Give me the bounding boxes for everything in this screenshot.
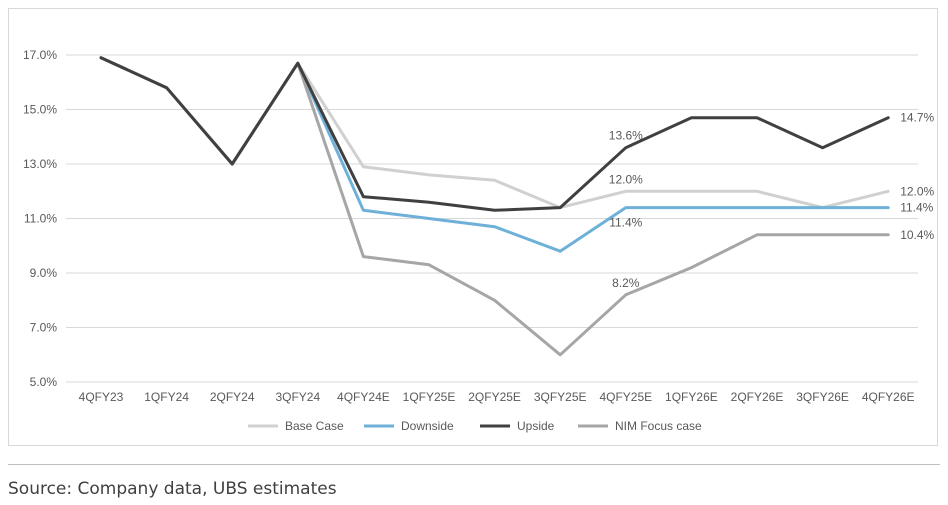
data-labels: 13.6% 12.0% 11.4% 8.2% 14.7% 12.0% 11.4% 10.4%: [609, 111, 935, 290]
x-tick-label: 4QFY25E: [599, 390, 652, 404]
x-tick-label: 1QFY25E: [403, 390, 456, 404]
data-label: 11.4%: [609, 216, 642, 230]
series-line-base-case: [99, 56, 890, 210]
legend-label: Downside: [401, 419, 454, 433]
legend-label: Upside: [517, 419, 555, 433]
legend-label: NIM Focus case: [615, 419, 702, 433]
data-label: 12.0%: [609, 172, 643, 186]
x-tick-label: 2QFY26E: [731, 390, 784, 404]
x-axis-ticks: 4QFY23 1QFY24 2QFY24 3QFY24 4QFY24E 1QFY25E 2Q…: [79, 390, 915, 404]
data-label: 14.7%: [900, 111, 934, 125]
data-label: 10.4%: [900, 228, 934, 242]
data-label: 8.2%: [612, 276, 640, 290]
y-tick-label: 5.0%: [30, 375, 58, 389]
x-tick-label: 3QFY26E: [796, 390, 849, 404]
y-tick-label: 17.0%: [23, 48, 57, 62]
legend-label: Base Case: [285, 419, 344, 433]
y-tick-label: 15.0%: [23, 103, 57, 117]
y-tick-label: 13.0%: [23, 157, 57, 171]
source-note: Source: Company data, UBS estimates: [8, 479, 337, 499]
series-line-downside: [99, 56, 890, 253]
series-lines: [99, 56, 890, 357]
x-tick-label: 1QFY26E: [665, 390, 718, 404]
series-line-upside: [99, 56, 890, 212]
x-tick-label: 2QFY25E: [468, 390, 521, 404]
x-tick-label: 3QFY24: [275, 390, 320, 404]
divider: [8, 464, 940, 465]
x-tick-label: 4QFY23: [79, 390, 124, 404]
y-tick-label: 11.0%: [24, 212, 57, 226]
legend: Base Case Downside Upside NIM Focus case: [248, 419, 702, 433]
line-chart: 5.0% 7.0% 9.0% 11.0% 13.0% 15.0% 17.0% 4QFY23 1…: [23, 48, 935, 433]
x-tick-label: 4QFY26E: [862, 390, 915, 404]
data-label: 11.4%: [900, 201, 933, 215]
y-axis-ticks: 5.0% 7.0% 9.0% 11.0% 13.0% 15.0% 17.0%: [23, 48, 57, 389]
data-label: 12.0%: [900, 184, 934, 198]
x-tick-label: 4QFY24E: [337, 390, 390, 404]
gridlines: [66, 54, 918, 383]
x-tick-label: 2QFY24: [210, 390, 255, 404]
chart-frame: [8, 8, 938, 446]
x-tick-label: 1QFY24: [144, 390, 189, 404]
x-tick-label: 3QFY25E: [534, 390, 587, 404]
y-tick-label: 7.0%: [30, 321, 58, 335]
data-label: 13.6%: [609, 129, 643, 143]
y-tick-label: 9.0%: [30, 266, 58, 280]
